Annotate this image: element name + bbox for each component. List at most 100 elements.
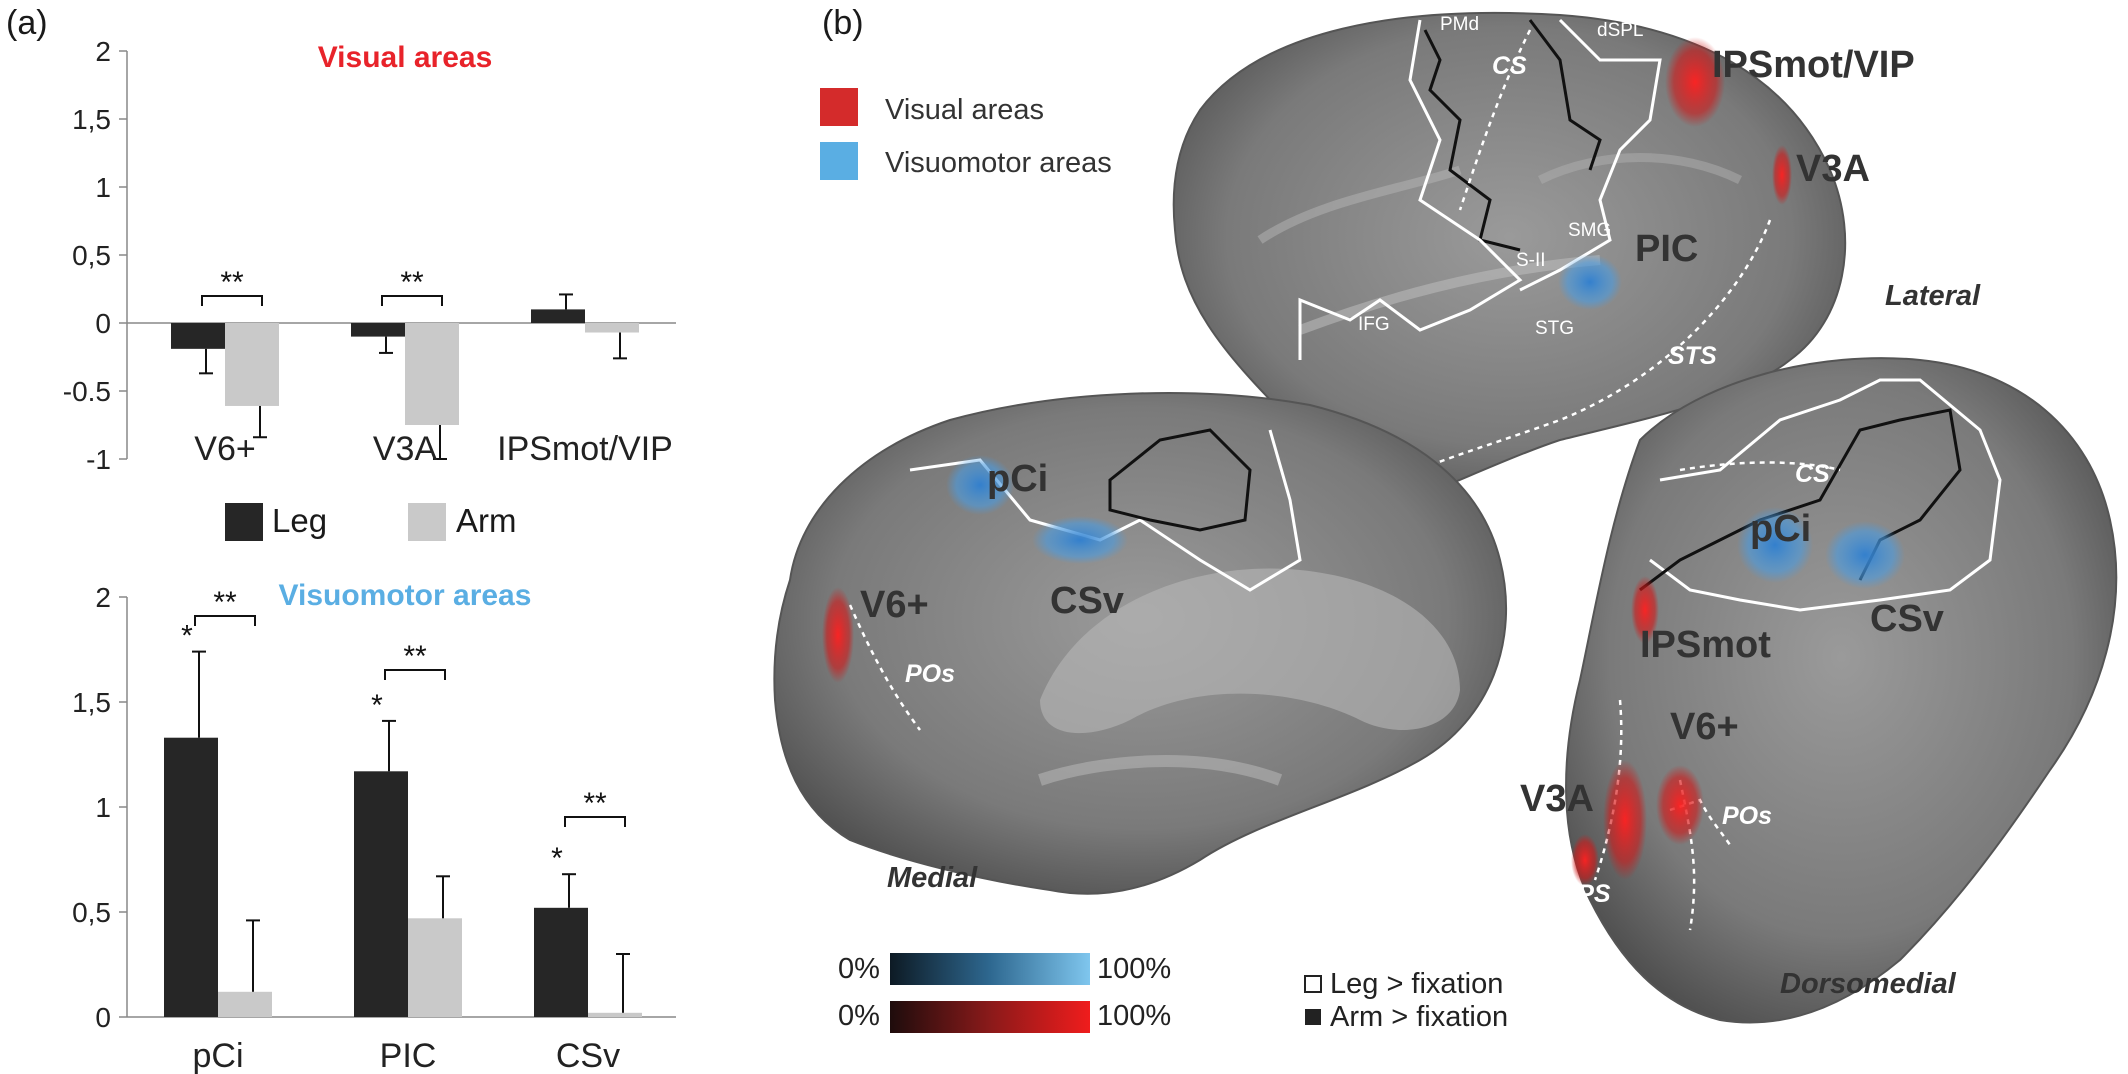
outline-legend-arm: Arm > fixation: [1330, 1001, 1509, 1033]
dorsomedial-leg-outline: [1649, 378, 2002, 612]
outline-legend-leg: Leg > fixation: [1330, 968, 1504, 1000]
lateral-arm-outline: [1423, 29, 1521, 252]
panel-b-label: (b): [822, 4, 864, 42]
significance-label: **: [403, 640, 427, 673]
blue-colorbar-max: 100%: [1097, 953, 1172, 985]
label-csv-medial: CSv: [1050, 580, 1124, 622]
significance-label: **: [213, 586, 237, 619]
y-tick-label: -0.5: [63, 376, 111, 407]
ipsmot-vip-activation: [1665, 37, 1725, 127]
label-ifg: IFG: [1358, 314, 1390, 335]
label-pci-medial: pCi: [987, 458, 1049, 500]
chart-title: Visual areas: [318, 41, 493, 74]
blue-colorbar: [890, 953, 1090, 985]
significance-star: *: [371, 689, 383, 722]
bar-leg: [351, 323, 405, 337]
bar-leg: [354, 771, 408, 1017]
y-tick-label: 0,5: [72, 240, 111, 271]
bar-arm: [408, 918, 462, 1017]
red-colorbar: [890, 1001, 1090, 1033]
pci-dorsomedial-activation: [1737, 507, 1813, 583]
legend-visuomotor-swatch: [820, 142, 858, 180]
bar-arm: [225, 323, 279, 406]
dorsomedial-brain-surface: [1565, 357, 2118, 1024]
y-tick-label: 0: [95, 1002, 111, 1033]
y-tick-label: 1: [95, 172, 111, 203]
view-dorsomedial-label: Dorsomedial: [1780, 968, 1956, 1000]
medial-arm-outline: [1108, 428, 1252, 532]
legend-leg-label: Leg: [272, 502, 328, 539]
lateral-leg-outline: [1298, 19, 1523, 360]
pci-medial-activation: [946, 455, 1014, 515]
legend-visuomotor-label: Visuomotor areas: [885, 147, 1112, 179]
significance-star: *: [551, 842, 563, 875]
significance-star: *: [181, 620, 193, 653]
label-ipsmot-dorsomedial: IPSmot: [1640, 624, 1771, 666]
bar-arm: [585, 323, 639, 333]
medial-brain: [773, 392, 1508, 895]
y-tick-label: 0,5: [72, 897, 111, 928]
label-pips: pIPS: [1555, 880, 1611, 908]
category-label: CSv: [556, 1037, 620, 1074]
label-pmd: PMd: [1440, 14, 1480, 35]
bar-arm: [405, 323, 459, 425]
category-label: PIC: [380, 1037, 437, 1074]
y-tick-label: -1: [86, 444, 111, 475]
csv-medial-activation: [1032, 516, 1128, 564]
significance-label: **: [220, 266, 244, 299]
label-pos-medial: POs: [905, 660, 956, 688]
label-pic: PIC: [1635, 228, 1699, 270]
blue-colorbar-min: 0%: [838, 953, 880, 985]
label-sts: STS: [1668, 342, 1717, 370]
legend-arm-swatch: [408, 503, 446, 541]
label-csv-dorsomedial: CSv: [1870, 598, 1944, 640]
csv-dorsomedial-activation: [1825, 521, 1905, 589]
significance-bracket: [201, 295, 263, 306]
pos-medial-line: [848, 604, 922, 731]
label-stg: STG: [1535, 318, 1575, 339]
significance-bracket: [384, 669, 446, 680]
v3a-lateral-activation: [1772, 145, 1792, 205]
lateral-brain: [1172, 11, 1847, 512]
label-pci-dorsomedial: pCi: [1750, 508, 1812, 550]
label-cs-dorsomedial: CS: [1795, 460, 1830, 488]
panel-a-label: (a): [6, 4, 48, 42]
category-label: V6+: [194, 430, 255, 468]
cs-dorsomedial-line: [1679, 461, 1841, 472]
central-sulcus-line: [1458, 29, 1532, 211]
v3a-dorsomedial-activation: [1603, 760, 1647, 880]
significance-label: **: [400, 266, 424, 299]
y-tick-label: 1,5: [72, 687, 111, 718]
red-colorbar-max: 100%: [1097, 1000, 1172, 1032]
label-v3a-dorsomedial: V3A: [1520, 778, 1594, 820]
label-cs-lateral: CS: [1492, 52, 1527, 80]
brain-figure: [773, 11, 2118, 1033]
category-label: IPSmot/VIP: [497, 430, 673, 468]
label-s2: S-II: [1516, 250, 1546, 271]
v6-dorsomedial-activation: [1656, 765, 1704, 845]
bar-leg: [531, 309, 585, 323]
pic-activation: [1558, 254, 1622, 310]
significance-bracket: [381, 295, 443, 306]
visual-areas-chart: -1 -0.5 0 0,5 1 1,5 2 V6+ V3A IPSmot/VIP ** ** Visua…: [63, 36, 676, 475]
significance-bracket: [564, 816, 626, 827]
dorsomedial-arm-outline: [1639, 408, 1962, 592]
label-dspl: dSPL: [1597, 20, 1644, 41]
legend-visual-swatch: [820, 88, 858, 126]
category-label: pCi: [192, 1037, 243, 1074]
significance-bracket: [194, 615, 256, 626]
label-v6-dorsomedial: V6+: [1670, 706, 1739, 748]
view-medial-label: Medial: [887, 862, 978, 894]
ipsmot-dorsomedial-activation: [1631, 576, 1659, 644]
y-tick-label: 2: [95, 36, 111, 67]
bar-leg: [171, 323, 225, 349]
bar-leg: [534, 907, 588, 1017]
legend-arm-label: Arm: [456, 502, 517, 539]
chart-title: Visuomotor areas: [279, 579, 532, 612]
dorsomedial-brain: [1565, 357, 2118, 1024]
view-lateral-label: Lateral: [1885, 280, 1981, 312]
significance-label: **: [583, 787, 607, 820]
label-ipsmot-vip: IPSmot/VIP: [1712, 44, 1915, 86]
bar-leg: [164, 737, 218, 1017]
